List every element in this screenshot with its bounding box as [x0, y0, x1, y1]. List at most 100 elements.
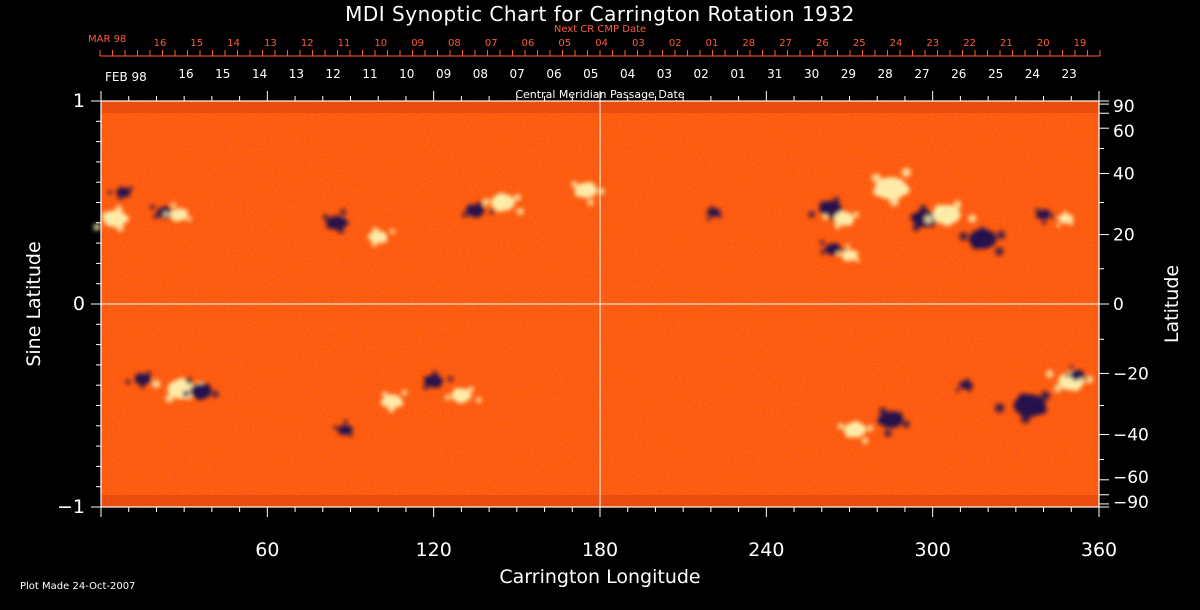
active-region-positive	[1058, 213, 1073, 224]
region-speckle	[342, 219, 349, 226]
y-left-tick-label: 0	[73, 293, 85, 315]
region-speckle	[968, 214, 977, 223]
cmp-date: 24	[1025, 67, 1040, 81]
region-speckle	[146, 371, 152, 376]
x-tick-label: 300	[915, 539, 951, 561]
region-speckle	[118, 186, 124, 191]
region-speckle	[182, 390, 190, 397]
region-speckle	[170, 202, 177, 208]
region-speckle	[1056, 223, 1061, 228]
region-speckle	[333, 425, 338, 430]
y-right-tick-label: 20	[1113, 226, 1135, 246]
region-speckle	[1053, 384, 1062, 393]
cmp-date: 14	[252, 67, 267, 81]
cmp-month: FEB 98	[105, 70, 147, 84]
region-speckle	[831, 251, 837, 256]
region-speckle	[93, 223, 101, 231]
next-cr-date: 19	[1074, 38, 1087, 49]
next-cr-date: 21	[1000, 38, 1013, 49]
region-speckle	[348, 426, 354, 431]
region-speckle	[389, 228, 396, 235]
region-speckle	[955, 388, 960, 393]
region-speckle	[889, 196, 900, 207]
region-speckle	[516, 207, 524, 216]
region-speckle	[118, 195, 123, 201]
y-right-tick-label: −90	[1113, 493, 1149, 513]
region-speckle	[474, 212, 481, 219]
region-speckle	[163, 211, 169, 218]
region-speckle	[934, 204, 943, 213]
region-speckle	[837, 422, 845, 430]
region-speckle	[901, 167, 912, 178]
region-speckle	[833, 242, 839, 248]
region-speckle	[397, 400, 404, 407]
region-speckle	[836, 251, 841, 257]
next-cr-date: 03	[632, 38, 645, 49]
cmp-axis-label: Central Meridian Passage Date	[515, 88, 684, 101]
region-speckle	[861, 437, 869, 445]
region-speckle	[1063, 210, 1068, 215]
region-speckle	[135, 373, 141, 379]
next-cr-date: 26	[816, 38, 829, 49]
region-speckle	[969, 382, 974, 387]
region-speckle	[709, 205, 714, 210]
region-speckle	[477, 200, 483, 207]
region-speckle	[432, 370, 438, 377]
region-speckle	[177, 377, 186, 386]
region-speckle	[482, 198, 490, 206]
cmp-date: 23	[1062, 67, 1077, 81]
cmp-date: 29	[841, 67, 856, 81]
cmp-date: 01	[730, 67, 745, 81]
region-speckle	[1050, 214, 1056, 219]
next-cr-date: 20	[1037, 38, 1050, 49]
y-right-axis-label: Latitude	[1161, 265, 1183, 343]
region-speckle	[372, 226, 378, 233]
next-cr-month: MAR 98	[88, 34, 126, 45]
region-speckle	[872, 186, 883, 197]
cmp-date: 12	[326, 67, 341, 81]
region-speckle	[173, 216, 179, 222]
region-speckle	[866, 424, 874, 432]
region-speckle	[343, 419, 348, 424]
region-speckle	[895, 411, 903, 419]
region-speckle	[1083, 375, 1088, 380]
region-speckle	[879, 407, 887, 415]
next-cr-date: 08	[448, 38, 461, 49]
region-speckle	[1071, 383, 1080, 392]
region-speckle	[102, 211, 110, 219]
next-cr-date: 23	[926, 38, 939, 49]
x-tick-label: 60	[255, 539, 279, 561]
region-speckle	[146, 378, 152, 383]
y-right-tick-label: 90	[1113, 97, 1135, 117]
y-right-tick-label: 0	[1113, 295, 1124, 315]
cmp-date: 06	[546, 67, 561, 81]
cmp-date: 03	[657, 67, 672, 81]
region-speckle	[212, 390, 219, 398]
y-right-tick-label: −20	[1113, 364, 1149, 384]
region-speckle	[381, 391, 388, 398]
region-speckle	[912, 223, 920, 232]
region-speckle	[1035, 208, 1040, 213]
cmp-date: 13	[289, 67, 304, 81]
region-speckle	[388, 406, 395, 413]
region-speckle	[822, 213, 829, 220]
next-cr-date: 10	[374, 38, 387, 49]
region-speckle	[978, 227, 987, 236]
region-speckle	[833, 196, 840, 204]
region-speckle	[967, 387, 972, 392]
region-speckle	[919, 205, 927, 213]
region-speckle	[371, 241, 377, 247]
active-region-positive	[382, 394, 403, 409]
region-speckle	[855, 257, 860, 263]
region-speckle	[348, 432, 353, 437]
cmp-date: 30	[804, 67, 819, 81]
next-cr-date: 24	[890, 38, 903, 49]
region-speckle	[995, 247, 1004, 256]
region-speckle	[497, 192, 505, 200]
region-speckle	[513, 193, 522, 202]
region-speckle	[381, 237, 388, 243]
region-speckle	[994, 403, 1005, 413]
cmp-date: 04	[620, 67, 635, 81]
next-cr-date: 07	[485, 38, 498, 49]
